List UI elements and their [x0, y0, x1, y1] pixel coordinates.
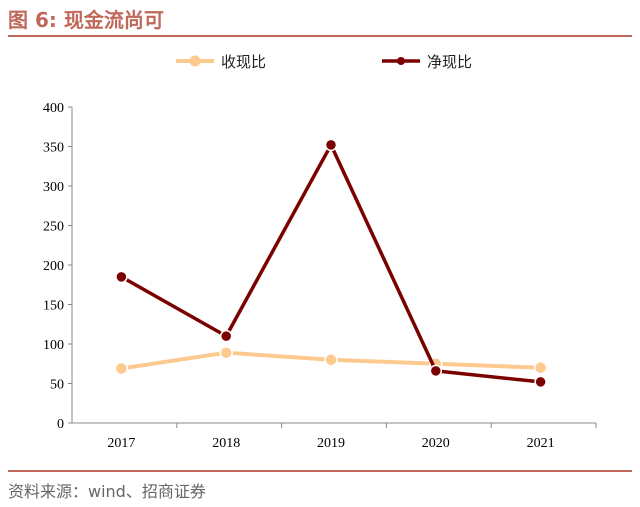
y-tick-label: 250	[43, 220, 64, 235]
plot-area	[114, 138, 548, 389]
legend-swatch-marker	[397, 57, 405, 65]
data-point-1	[114, 361, 129, 376]
legend-label: 净现比	[427, 53, 472, 71]
data-point-1	[324, 353, 338, 367]
y-tick-label: 300	[43, 180, 64, 195]
y-tick-label: 50	[50, 378, 64, 393]
data-point-2	[534, 375, 547, 389]
data-point-2	[324, 138, 338, 152]
source-note: 资料来源：wind、招商证券	[8, 482, 206, 501]
y-tick-label: 100	[43, 338, 64, 353]
x-tick-label: 2021	[527, 436, 555, 451]
y-tick-label: 400	[43, 101, 64, 116]
data-point-1	[533, 360, 548, 375]
data-point-2	[219, 329, 233, 343]
x-tick-label: 2017	[107, 436, 135, 451]
x-tick-label: 2020	[422, 436, 450, 451]
legend-label: 收现比	[221, 53, 266, 71]
legend: 收现比 净现比	[176, 53, 472, 71]
data-point-1	[219, 345, 233, 360]
figure-title: 图 6: 现金流尚可	[8, 8, 164, 32]
data-point-2	[115, 270, 128, 284]
series-line-2	[120, 143, 541, 384]
legend-swatch-marker	[189, 55, 201, 67]
data-point-2	[429, 364, 443, 378]
x-tick-label: 2019	[317, 436, 345, 451]
y-tick-label: 350	[43, 141, 64, 156]
y-tick-label: 150	[43, 299, 64, 314]
x-tick-label: 2018	[212, 436, 240, 451]
y-tick-label: 0	[57, 417, 64, 432]
y-tick-label: 200	[43, 259, 64, 274]
axes: 0 50 100 150 200 250 300 350 400 2017 2018 2019 2020…	[43, 101, 597, 451]
